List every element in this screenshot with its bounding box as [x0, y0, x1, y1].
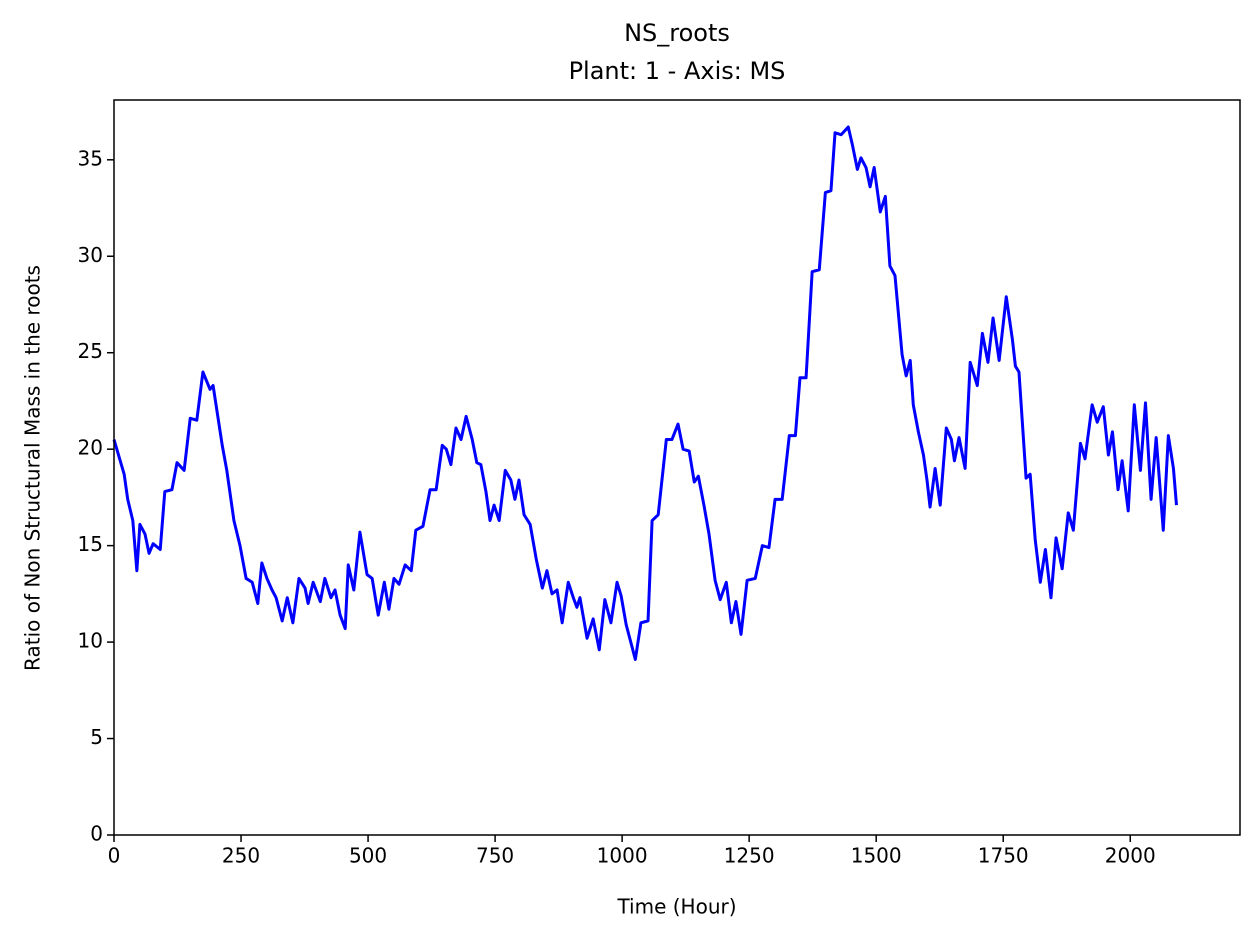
- data-line: [112, 125, 1178, 661]
- chart-title: NS_roots: [624, 19, 730, 47]
- y-tick-label: 10: [78, 629, 103, 653]
- x-tick-label: 1250: [724, 844, 775, 868]
- x-tick-label: 750: [476, 844, 514, 868]
- y-tick-label: 15: [78, 532, 103, 556]
- y-axis-label: Ratio of Non Structural Mass in the root…: [21, 265, 45, 671]
- x-tick-label: 250: [222, 844, 260, 868]
- x-tick-label: 1750: [978, 844, 1029, 868]
- x-axis-label: Time (Hour): [616, 895, 736, 919]
- y-tick-label: 0: [90, 822, 103, 846]
- chart-subtitle: Plant: 1 - Axis: MS: [569, 57, 786, 85]
- x-tick-label: 1500: [851, 844, 902, 868]
- x-tick-label: 2000: [1105, 844, 1156, 868]
- y-tick-label: 5: [90, 725, 103, 749]
- y-tick-label: 30: [78, 243, 103, 267]
- x-tick-label: 0: [108, 844, 121, 868]
- y-tick-label: 20: [78, 436, 103, 460]
- y-tick-label: 35: [78, 146, 103, 170]
- x-tick-label: 1000: [597, 844, 648, 868]
- y-tick-label: 25: [78, 339, 103, 363]
- x-tick-label: 500: [349, 844, 387, 868]
- plot-frame: [113, 99, 1241, 836]
